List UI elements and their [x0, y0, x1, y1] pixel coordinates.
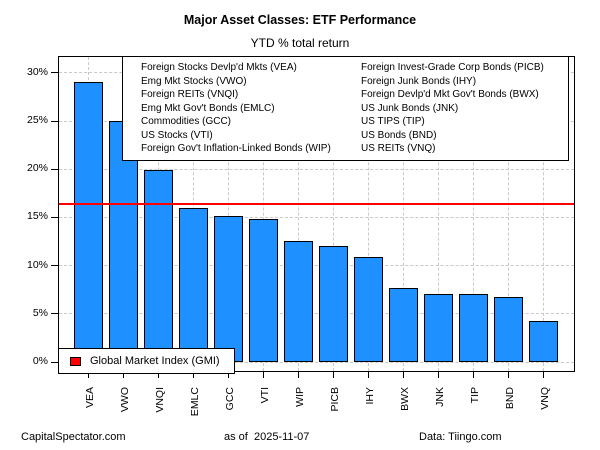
x-tick [368, 372, 369, 378]
x-tick-label-bnd: BND [503, 387, 516, 410]
footer-source-left: CapitalSpectator.com [21, 431, 126, 443]
y-tick-label: 15% [26, 210, 48, 223]
legend-item: Foreign Stocks Devlp'd Mkts (VEA) [141, 62, 297, 73]
legend-item: Commodities (GCC) [141, 116, 232, 127]
gmi-color-swatch [70, 356, 81, 366]
x-tick-label-gcc: GCC [223, 387, 236, 411]
x-tick-label-vti: VTI [258, 387, 271, 404]
x-tick [508, 372, 509, 378]
bar-ihy [354, 256, 383, 362]
legend-item: Foreign REITs (VNQI) [141, 89, 239, 100]
x-tick-label-vwo: VWO [118, 387, 131, 413]
y-tick-label: 0% [32, 355, 48, 367]
x-tick [543, 372, 544, 378]
legend-item: US TIPS (TIP) [361, 116, 425, 127]
legend-item: Emg Mkt Gov't Bonds (EMLC) [141, 102, 275, 114]
y-tick [51, 265, 58, 267]
legend-item: Foreign Invest-Grade Corp Bonds (PICB) [361, 62, 544, 73]
x-tick [263, 372, 264, 378]
y-tick-label: 25% [26, 114, 48, 126]
x-tick [403, 372, 404, 378]
h-gridline [59, 168, 574, 170]
plot-area: Foreign Stocks Devlp'd Mkts (VEA) Emg Mkt… [58, 56, 575, 374]
y-tick [51, 313, 58, 315]
legend-item: US Junk Bonds (JNK) [361, 102, 459, 114]
bar-jnk [424, 293, 453, 362]
x-tick [298, 372, 299, 378]
bar-wip [284, 240, 313, 362]
v-gridline [473, 57, 474, 371]
x-tick [88, 372, 89, 378]
x-tick [438, 372, 439, 378]
y-tick-label: 10% [26, 258, 48, 271]
bar-vti [249, 218, 278, 362]
footer-as-of-date: as of 2025-11-07 [224, 431, 310, 443]
x-tick-label-vnqi: VNQI [153, 387, 166, 413]
x-tick [333, 372, 334, 378]
v-gridline [508, 57, 509, 371]
v-gridline [543, 57, 544, 371]
gmi-reference-line [59, 203, 574, 206]
asset-legend-box: Foreign Stocks Devlp'd Mkts (VEA) Emg Mkt… [122, 56, 569, 161]
chart-subtitle: YTD % total return [250, 36, 350, 50]
v-gridline [333, 57, 334, 371]
y-tick [51, 168, 58, 170]
bar-vnq [529, 320, 558, 362]
x-tick-label-ihy: IHY [363, 387, 376, 405]
gmi-legend-label: Global Market Index (GMI) [90, 355, 220, 367]
legend-item: US Stocks (VTI) [141, 129, 213, 141]
y-tick [51, 216, 58, 218]
h-gridline [59, 361, 574, 363]
x-tick-label-wip: WIP [293, 387, 306, 407]
footer-data-source: Data: Tiingo.com [419, 431, 502, 443]
bar-emlc [179, 207, 208, 362]
x-tick [123, 372, 124, 378]
legend-item: US Bonds (BND) [361, 129, 437, 141]
v-gridline [263, 57, 264, 371]
y-tick-label: 20% [26, 162, 48, 175]
h-gridline [59, 216, 574, 218]
v-gridline [403, 57, 404, 371]
v-gridline [298, 57, 299, 371]
y-tick-label: 30% [26, 65, 48, 78]
bar-tip [459, 293, 488, 362]
x-tick [193, 372, 194, 378]
x-tick [228, 372, 229, 378]
x-tick-label-bwx: BWX [398, 387, 411, 411]
x-tick-label-picb: PICB [328, 387, 341, 412]
bar-gcc [214, 215, 243, 362]
x-tick-label-emlc: EMLC [188, 387, 201, 417]
bar-vnqi [144, 169, 173, 362]
y-tick [51, 120, 58, 122]
y-tick [51, 361, 58, 363]
x-tick [473, 372, 474, 378]
legend-item: Foreign Devlp'd Mkt Gov't Bonds (BWX) [361, 89, 539, 100]
x-tick-label-vnq: VNQ [538, 387, 551, 410]
bar-picb [319, 245, 348, 362]
legend-item: US REITs (VNQ) [361, 143, 436, 154]
chart-title: Major Asset Classes: ETF Performance [183, 13, 417, 27]
legend-column-left: Foreign Stocks Devlp'd Mkts (VEA) Emg Mkt… [141, 61, 331, 156]
v-gridline [228, 57, 229, 371]
y-tick-label: 5% [32, 306, 48, 319]
legend-item: Foreign Junk Bonds (IHY) [361, 75, 477, 87]
y-tick [51, 72, 58, 74]
v-gridline [438, 57, 439, 371]
v-gridline [368, 57, 369, 371]
legend-column-right: Foreign Invest-Grade Corp Bonds (PICB) Fo… [361, 61, 544, 156]
x-tick [158, 372, 159, 378]
h-gridline [59, 313, 574, 315]
legend-item: Foreign Gov't Inflation-Linked Bonds (WI… [141, 143, 331, 154]
legend-item: Emg Mkt Stocks (VWO) [141, 75, 247, 87]
h-gridline [59, 265, 574, 267]
bar-bnd [494, 296, 523, 362]
x-tick-label-tip: TIP [468, 387, 481, 404]
x-tick-label-jnk: JNK [433, 387, 446, 407]
bar-vea [74, 81, 103, 362]
bar-bwx [389, 287, 418, 362]
gmi-legend-box: Global Market Index (GMI) [58, 348, 235, 374]
x-tick-label-vea: VEA [83, 387, 96, 409]
